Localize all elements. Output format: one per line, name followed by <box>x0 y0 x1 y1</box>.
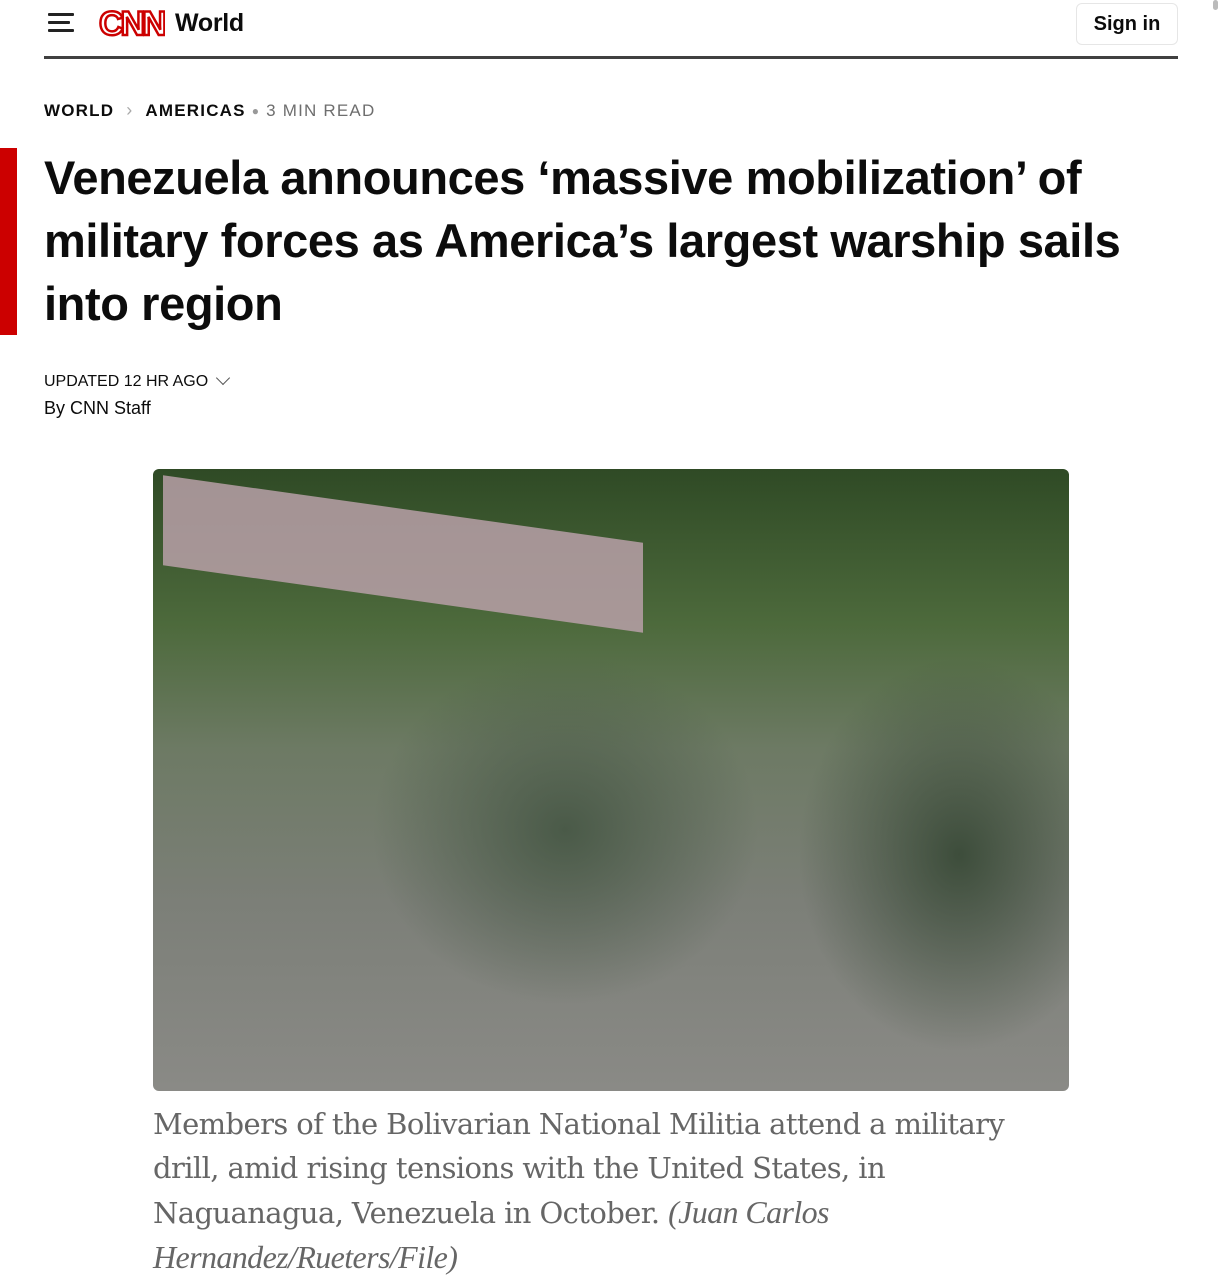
photo-caption: Members of the Bolivarian National Milit… <box>153 1102 1053 1280</box>
chevron-down-icon[interactable] <box>216 370 231 386</box>
photo-credit: (Juan Carlos Hernandez/Rueters/File) <box>153 1194 829 1275</box>
article-photo <box>153 469 1069 1091</box>
site-header: CNN World Sign in <box>44 0 1178 59</box>
updated-text: UPDATED 12 HR AGO <box>44 373 209 390</box>
sign-in-button[interactable]: Sign in <box>1076 3 1178 45</box>
breadcrumb-world[interactable]: WORLD <box>44 100 115 120</box>
menu-icon[interactable] <box>48 13 74 33</box>
updated-timestamp: UPDATED 12 HR AGO <box>44 370 231 391</box>
breadcrumb: WORLD › AMERICAS ● 3 MIN READ <box>44 100 375 121</box>
breadcrumb-americas[interactable]: AMERICAS <box>145 100 246 120</box>
caption-text: Members of the Bolivarian National Milit… <box>153 1107 1005 1230</box>
read-time: 3 MIN READ <box>266 100 376 120</box>
chevron-right-icon: › <box>126 100 134 120</box>
separator-dot: ● <box>251 103 261 118</box>
headline-accent-bar <box>0 148 17 335</box>
headline: Venezuela announces ‘massive mobilizatio… <box>44 151 1121 330</box>
byline: By CNN Staff <box>44 398 151 418</box>
cnn-logo[interactable]: CNN <box>99 5 165 41</box>
photo-detail <box>163 475 643 633</box>
svg-text:CNN: CNN <box>99 5 165 41</box>
scrollbar[interactable] <box>1213 0 1218 10</box>
section-title[interactable]: World <box>175 9 244 37</box>
